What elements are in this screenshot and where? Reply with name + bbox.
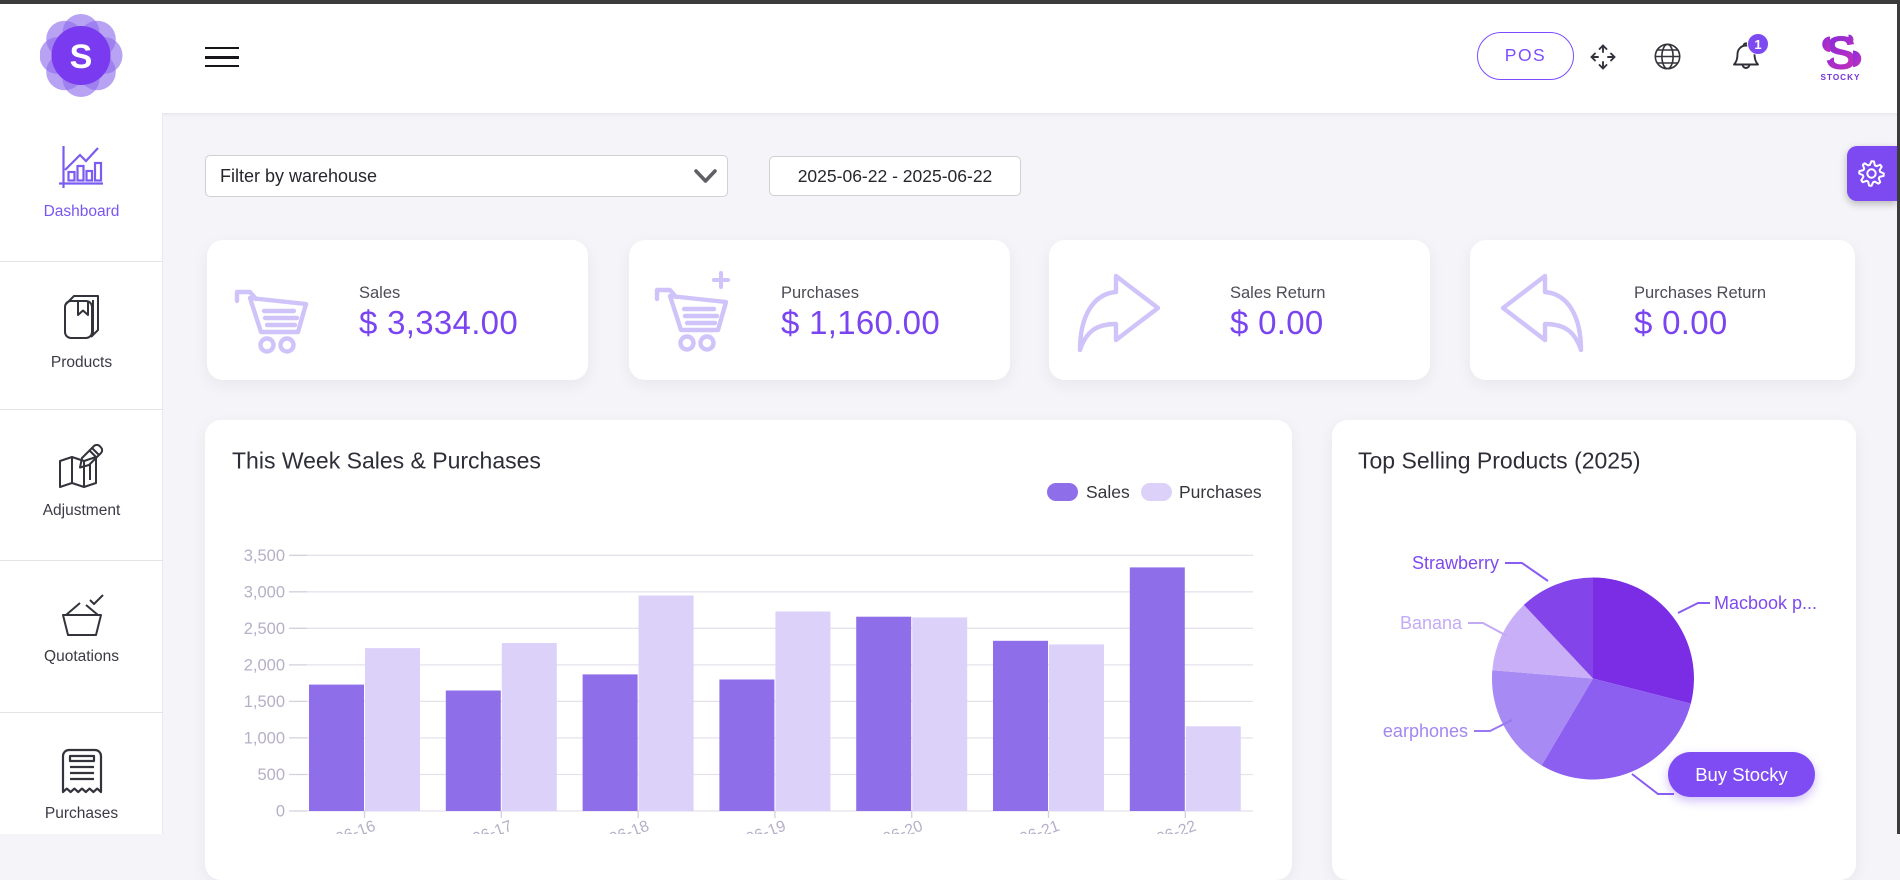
svg-text:2,000: 2,000 [244,656,285,674]
svg-text:500: 500 [257,766,285,784]
svg-text:2025-06-22: 2025-06-22 [1116,818,1199,834]
svg-text:2025-06-18: 2025-06-18 [569,818,652,834]
svg-text:S: S [1825,26,1856,79]
svg-text:earphones: earphones [1383,721,1468,741]
svg-text:1,500: 1,500 [244,693,285,711]
svg-text:0: 0 [276,803,285,821]
svg-text:This Week Sales & Purchases: This Week Sales & Purchases [232,448,541,474]
svg-text:Top Selling Products (2025): Top Selling Products (2025) [1358,448,1641,474]
svg-text:2025-06-21: 2025-06-21 [979,818,1062,834]
svg-text:Sales: Sales [1086,482,1130,502]
svg-text:3,000: 3,000 [244,583,285,601]
svg-text:S: S [70,38,93,76]
svg-text:2025-06-17: 2025-06-17 [432,818,515,834]
svg-text:2,500: 2,500 [244,620,285,638]
svg-text:2025-06-20: 2025-06-20 [842,818,925,834]
svg-text:STOCKY: STOCKY [1821,73,1861,82]
svg-text:3,500: 3,500 [244,547,285,565]
svg-text:Strawberry: Strawberry [1412,553,1499,573]
svg-text:1,000: 1,000 [244,729,285,747]
svg-text:2025-06-19: 2025-06-19 [706,818,789,834]
svg-text:Purchases: Purchases [1179,482,1262,502]
svg-text:Banana: Banana [1400,613,1463,633]
svg-text:2025-06-16: 2025-06-16 [295,818,378,834]
svg-text:Macbook p...: Macbook p... [1714,593,1817,613]
